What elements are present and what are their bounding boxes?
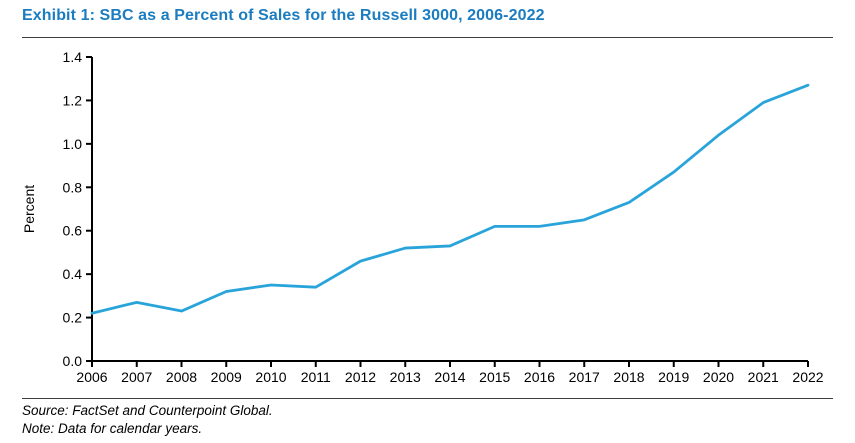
x-tick-label: 2011 [301,369,331,385]
sbc-percent-line [90,83,810,315]
x-tick-label: 2017 [569,369,600,385]
y-tick-label: 0.0 [63,353,83,369]
y-tick-label: 0.6 [63,223,83,239]
y-tick-label: 1.2 [63,92,83,108]
exhibit-title: Exhibit 1: SBC as a Percent of Sales for… [22,7,545,24]
x-tick-label: 2019 [658,369,689,385]
calendar-note: Note: Data for calendar years. [22,421,203,436]
x-tick-label: 2007 [121,369,152,385]
x-tick-label: 2012 [345,369,376,385]
x-tick-label: 2010 [255,369,286,385]
y-axis-title: Percent [21,185,37,233]
x-tick-label: 2013 [390,369,421,385]
x-tick-label: 2015 [479,369,510,385]
x-tick-label: 2016 [524,369,555,385]
line-chart: 0.0 0.2 0.4 0.6 0.8 1.0 1.2 1.4 2006 2007 2008 2009… [21,49,824,385]
y-tick-label: 1.4 [63,49,83,65]
x-tick-label: 2020 [703,369,734,385]
title-divider [22,37,833,38]
source-note: Source: FactSet and Counterpoint Global. [22,403,273,418]
y-tick-label: 0.2 [63,310,83,326]
x-tick-label: 2006 [76,369,107,385]
x-tick-label: 2009 [211,369,242,385]
x-tick-label: 2021 [748,369,779,385]
axes [91,57,808,362]
x-tick-label: 2008 [166,369,197,385]
y-tick-label: 0.4 [63,266,83,282]
x-tick-label: 2018 [613,369,644,385]
y-tick-label: 1.0 [63,136,83,152]
x-tick-label: 2014 [434,369,465,385]
x-tick-label: 2022 [792,369,823,385]
y-tick-label: 0.8 [63,179,83,195]
footer-divider [22,398,833,399]
